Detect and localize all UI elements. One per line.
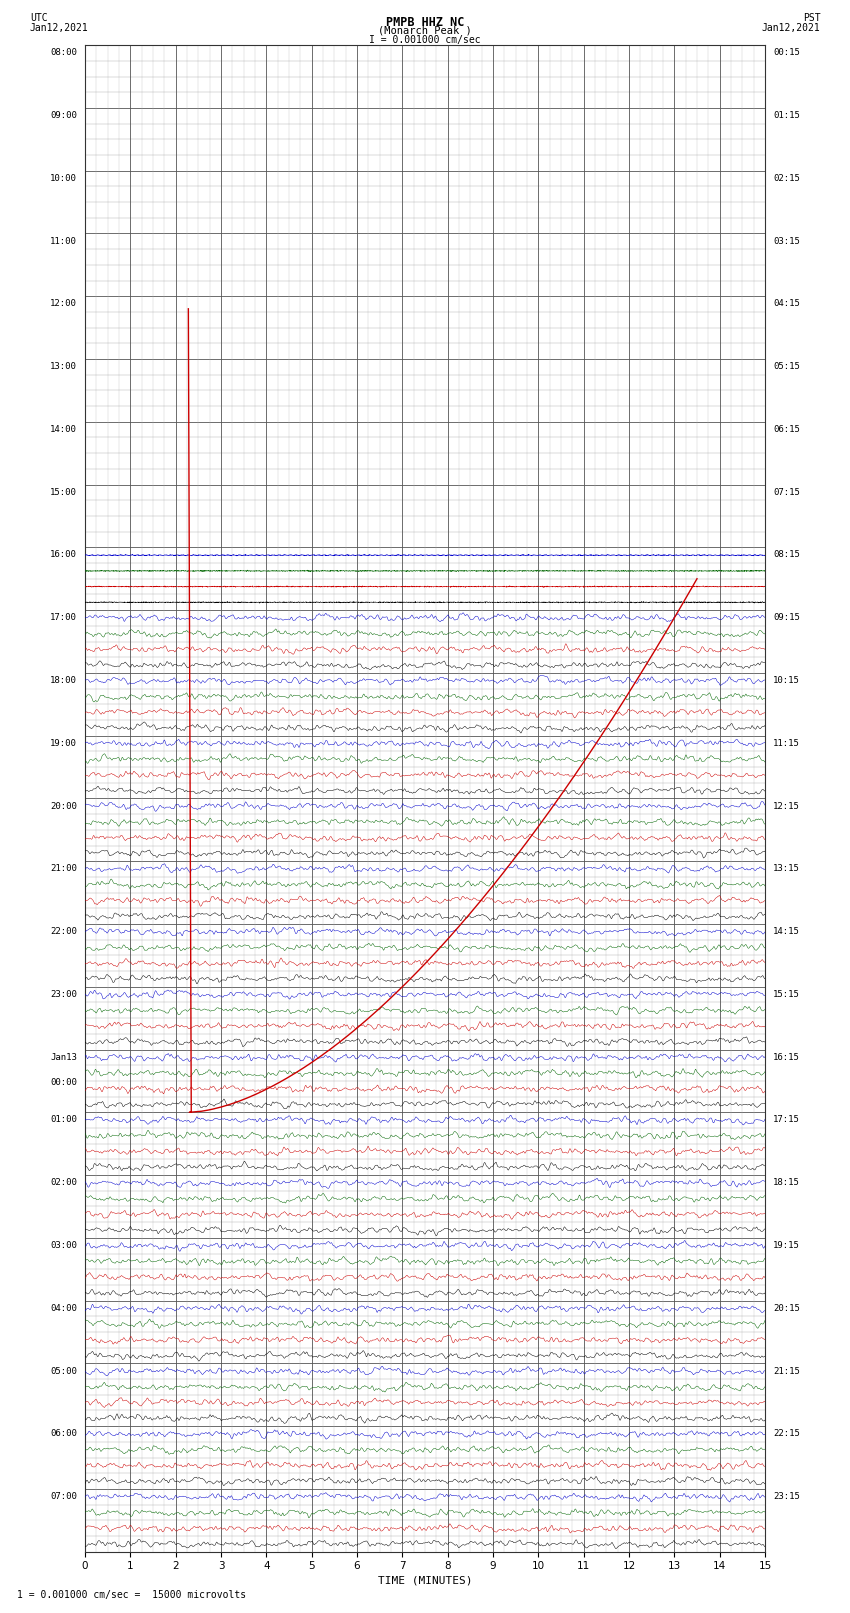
Text: 17:00: 17:00 — [50, 613, 76, 623]
Text: 13:00: 13:00 — [50, 363, 76, 371]
Text: 08:15: 08:15 — [774, 550, 800, 560]
Text: 23:15: 23:15 — [774, 1492, 800, 1502]
Text: 01:15: 01:15 — [774, 111, 800, 119]
Text: PST: PST — [802, 13, 820, 23]
Text: 22:00: 22:00 — [50, 927, 76, 936]
Text: 00:15: 00:15 — [774, 48, 800, 58]
Text: 18:15: 18:15 — [774, 1177, 800, 1187]
Text: 13:15: 13:15 — [774, 865, 800, 873]
Text: 15:15: 15:15 — [774, 990, 800, 998]
Text: 10:15: 10:15 — [774, 676, 800, 686]
Text: 20:15: 20:15 — [774, 1303, 800, 1313]
X-axis label: TIME (MINUTES): TIME (MINUTES) — [377, 1576, 473, 1586]
Text: PMPB HHZ NC: PMPB HHZ NC — [386, 16, 464, 29]
Text: 05:00: 05:00 — [50, 1366, 76, 1376]
Text: 11:00: 11:00 — [50, 237, 76, 245]
Text: Jan12,2021: Jan12,2021 — [762, 23, 820, 32]
Text: 14:00: 14:00 — [50, 424, 76, 434]
Text: 12:00: 12:00 — [50, 300, 76, 308]
Text: 21:15: 21:15 — [774, 1366, 800, 1376]
Text: 10:00: 10:00 — [50, 174, 76, 182]
Text: 02:00: 02:00 — [50, 1177, 76, 1187]
Text: I = 0.001000 cm/sec: I = 0.001000 cm/sec — [369, 35, 481, 45]
Text: 03:15: 03:15 — [774, 237, 800, 245]
Text: Jan12,2021: Jan12,2021 — [30, 23, 88, 32]
Text: 17:15: 17:15 — [774, 1116, 800, 1124]
Text: 1 = 0.001000 cm/sec =  15000 microvolts: 1 = 0.001000 cm/sec = 15000 microvolts — [17, 1590, 246, 1600]
Text: 23:00: 23:00 — [50, 990, 76, 998]
Text: 09:15: 09:15 — [774, 613, 800, 623]
Text: 16:15: 16:15 — [774, 1053, 800, 1061]
Text: 04:15: 04:15 — [774, 300, 800, 308]
Text: Jan13: Jan13 — [50, 1053, 76, 1061]
Text: (Monarch Peak ): (Monarch Peak ) — [378, 26, 472, 35]
Text: 07:00: 07:00 — [50, 1492, 76, 1502]
Text: 22:15: 22:15 — [774, 1429, 800, 1439]
Text: 00:00: 00:00 — [50, 1077, 76, 1087]
Text: 07:15: 07:15 — [774, 487, 800, 497]
Text: 04:00: 04:00 — [50, 1303, 76, 1313]
Text: 14:15: 14:15 — [774, 927, 800, 936]
Text: UTC: UTC — [30, 13, 48, 23]
Text: 12:15: 12:15 — [774, 802, 800, 811]
Text: 19:15: 19:15 — [774, 1240, 800, 1250]
Text: 21:00: 21:00 — [50, 865, 76, 873]
Text: 16:00: 16:00 — [50, 550, 76, 560]
Text: 08:00: 08:00 — [50, 48, 76, 58]
Text: 06:15: 06:15 — [774, 424, 800, 434]
Text: 19:00: 19:00 — [50, 739, 76, 748]
Text: 09:00: 09:00 — [50, 111, 76, 119]
Text: 03:00: 03:00 — [50, 1240, 76, 1250]
Text: 06:00: 06:00 — [50, 1429, 76, 1439]
Text: 11:15: 11:15 — [774, 739, 800, 748]
Text: 02:15: 02:15 — [774, 174, 800, 182]
Text: 05:15: 05:15 — [774, 363, 800, 371]
Text: 20:00: 20:00 — [50, 802, 76, 811]
Text: 18:00: 18:00 — [50, 676, 76, 686]
Text: 15:00: 15:00 — [50, 487, 76, 497]
Text: 01:00: 01:00 — [50, 1116, 76, 1124]
